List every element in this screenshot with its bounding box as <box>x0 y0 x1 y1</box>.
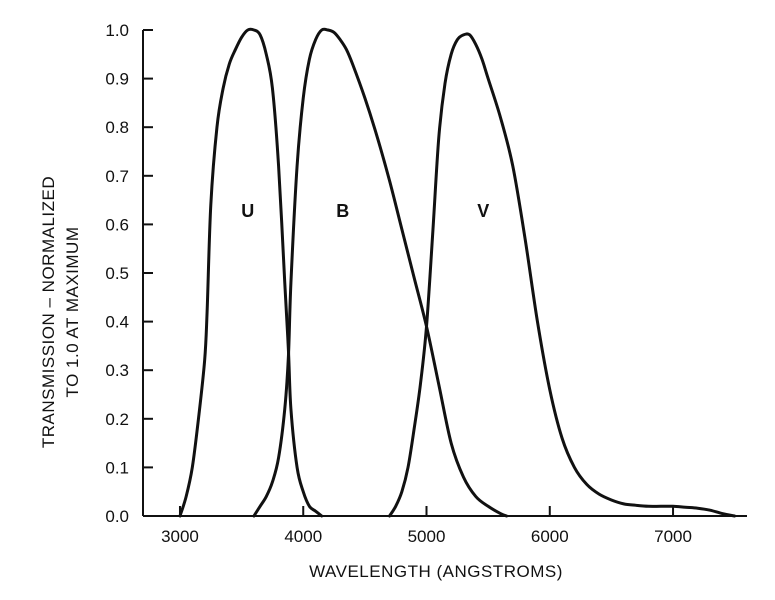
y-tick-label: 0.0 <box>105 507 129 526</box>
x-tick-label: 7000 <box>654 527 692 546</box>
series-line-v <box>388 32 737 518</box>
series-line-u <box>178 27 324 518</box>
x-axis-label: WAVELENGTH (ANGSTROMS) <box>309 562 563 581</box>
x-tick-label: 5000 <box>408 527 446 546</box>
x-tick-label: 3000 <box>161 527 199 546</box>
x-tick-label: 6000 <box>531 527 569 546</box>
y-tick-label: 0.6 <box>105 215 129 234</box>
x-ticks: 3000 4000 5000 6000 7000 <box>161 506 692 546</box>
y-tick-label: 0.3 <box>105 361 129 380</box>
series-label-u: U <box>241 201 254 221</box>
y-tick-label: 0.1 <box>105 458 129 477</box>
series-line-b <box>252 27 509 518</box>
y-axis-label-line-2: TO 1.0 AT MAXIMUM <box>63 227 82 398</box>
y-tick-label: 0.9 <box>105 70 129 89</box>
y-tick-label: 0.2 <box>105 410 129 429</box>
series-label-v: V <box>477 201 489 221</box>
y-tick-label: 0.4 <box>105 313 129 332</box>
y-axis-label-line-1: TRANSMISSION – NORMALIZED <box>39 176 58 448</box>
y-tick-label: 1.0 <box>105 21 129 40</box>
y-tick-label: 0.7 <box>105 167 129 186</box>
x-tick-label: 4000 <box>284 527 322 546</box>
axis-titles: WAVELENGTH (ANGSTROMS) TRANSMISSION – NO… <box>39 176 563 581</box>
y-tick-label: 0.5 <box>105 264 129 283</box>
plot-area: 0.0 0.1 0.2 0.3 0.4 0.5 0.6 0.7 0.8 0.9 1.0 3000 40… <box>105 21 747 546</box>
series-label-b: B <box>336 201 349 221</box>
y-ticks: 0.0 0.1 0.2 0.3 0.4 0.5 0.6 0.7 0.8 0.9 1.0 <box>105 21 153 526</box>
y-tick-label: 0.8 <box>105 118 129 137</box>
y-axis-label: TRANSMISSION – NORMALIZED TO 1.0 AT MAXI… <box>39 176 82 448</box>
